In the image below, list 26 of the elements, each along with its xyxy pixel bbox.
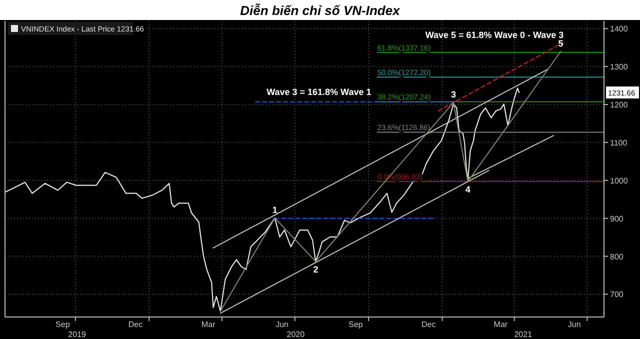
x-tick-label: Mar: [494, 320, 508, 329]
y-tick-label: 800: [610, 252, 624, 262]
x-tick-label: Sep: [56, 320, 70, 329]
y-tick-label: 1200: [610, 100, 628, 110]
y-tick-label: 1000: [610, 176, 628, 186]
y-tick-label: 1400: [610, 24, 628, 34]
x-tick-label: Sep: [348, 320, 364, 329]
annotation: 3: [450, 90, 456, 100]
annotation: 2: [313, 264, 318, 275]
x-tick-label: Dec: [128, 320, 143, 329]
y-tick-label: 1300: [610, 62, 628, 72]
x-tick-label: Mar: [202, 320, 216, 329]
text: 2021: [514, 330, 533, 339]
x-tick-label: Jun: [568, 320, 581, 329]
annotation: 4: [465, 184, 470, 195]
y-tick-label: 700: [610, 290, 624, 300]
x-tick-label: Dec: [422, 320, 436, 329]
x-tick-label: Jun: [276, 320, 289, 329]
y-tick-label: 1100: [610, 138, 628, 148]
y-tick-label: 900: [610, 214, 624, 224]
annotation: 1: [272, 204, 278, 215]
annotation: Wave 5 = 61.8% Wave 0 - Wave 3: [425, 30, 564, 40]
text: 2020: [286, 330, 306, 339]
annotation: Wave 3 = 161.8% Wave 1: [266, 86, 372, 97]
chart-title: Diễn biến chỉ số VN-Index: [240, 3, 401, 18]
text: 2019: [68, 330, 87, 339]
